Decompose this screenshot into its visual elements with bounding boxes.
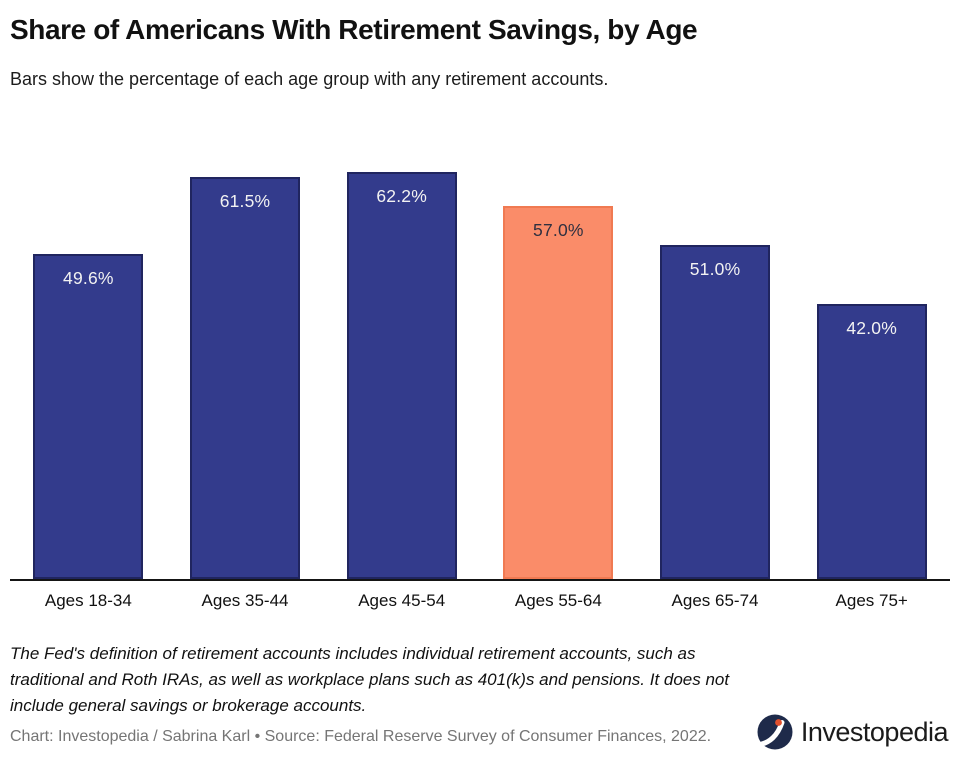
bar: 42.0% [816, 303, 927, 579]
bar: 49.6% [33, 253, 144, 579]
bar: 51.0% [660, 244, 771, 579]
x-labels: Ages 18-34 Ages 35-44 Ages 45-54 Ages 55-64… [10, 591, 950, 611]
bar-value-label: 51.0% [689, 258, 741, 279]
bar-value-label: 49.6% [63, 267, 114, 288]
bar-column: 57.0% [480, 139, 637, 579]
investopedia-logo: Investopedia [756, 713, 949, 751]
footnote: The Fed's definition of retirement accou… [10, 643, 730, 715]
credit-line: Chart: Investopedia / Sabrina Karl • Sou… [10, 727, 712, 745]
bar-column: 49.6% [10, 139, 167, 579]
bar-value-label: 61.5% [219, 190, 271, 211]
x-axis-label: Ages 18-34 [44, 590, 132, 610]
bar-column: 51.0% [637, 139, 794, 579]
x-axis-label: Ages 35-44 [201, 590, 289, 610]
bar-column: 42.0% [793, 139, 950, 579]
bar-value-label: 62.2% [376, 185, 427, 206]
bars-container: 49.6% 61.5% 62.2% 57.0% 51.0% 42.0% [10, 139, 950, 581]
bar-value-label: 57.0% [533, 219, 584, 240]
investopedia-logo-text: Investopedia [800, 716, 949, 747]
bar-value-label: 42.0% [846, 317, 897, 338]
x-axis-label: Ages 65-74 [671, 590, 759, 610]
x-axis-label: Ages 75+ [835, 590, 908, 610]
x-axis-label: Ages 45-54 [358, 590, 446, 610]
bar: 62.2% [346, 171, 457, 579]
bar: 61.5% [190, 176, 300, 579]
chart-subtitle: Bars show the percentage of each age gro… [10, 68, 609, 89]
bar-column: 61.5% [167, 139, 324, 579]
bar-column: 62.2% [323, 139, 480, 579]
bar-highlighted: 57.0% [503, 205, 614, 579]
x-axis-label: Ages 55-64 [514, 590, 602, 610]
investopedia-logo-icon [756, 713, 794, 751]
chart-title: Share of Americans With Retirement Savin… [10, 14, 698, 45]
